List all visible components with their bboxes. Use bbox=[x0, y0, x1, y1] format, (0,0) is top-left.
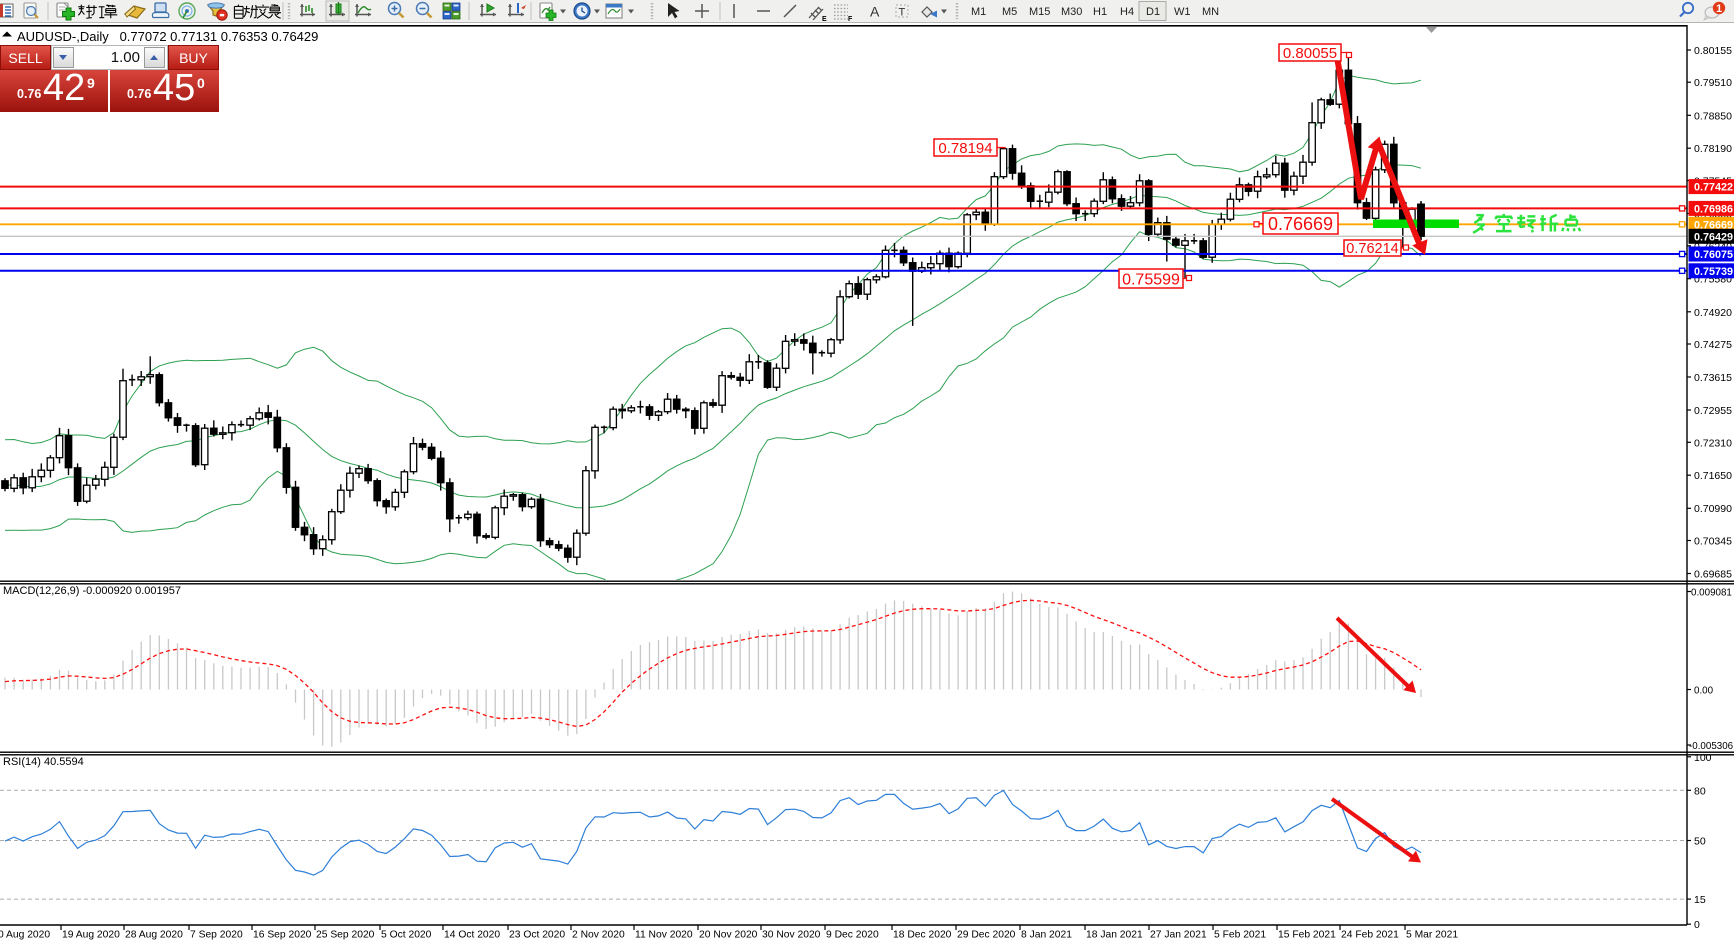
svg-text:20 Nov 2020: 20 Nov 2020 bbox=[699, 930, 758, 941]
svg-text:0.74275: 0.74275 bbox=[1694, 339, 1732, 351]
svg-text:15 Feb 2021: 15 Feb 2021 bbox=[1278, 930, 1336, 941]
svg-text:5 Feb 2021: 5 Feb 2021 bbox=[1214, 930, 1266, 941]
svg-text:MACD(12,26,9) -0.000920 0.0019: MACD(12,26,9) -0.000920 0.001957 bbox=[3, 585, 181, 597]
svg-text:11 Nov 2020: 11 Nov 2020 bbox=[635, 930, 693, 941]
svg-text:M5: M5 bbox=[1002, 6, 1017, 18]
svg-text:80: 80 bbox=[1694, 785, 1706, 797]
svg-text:0.009081: 0.009081 bbox=[1691, 588, 1732, 599]
svg-text:0.72310: 0.72310 bbox=[1694, 437, 1732, 449]
svg-text:50: 50 bbox=[1694, 836, 1706, 848]
svg-text:0.77422: 0.77422 bbox=[1694, 182, 1733, 194]
svg-text:0.75599: 0.75599 bbox=[1122, 271, 1180, 288]
svg-text:0.76075: 0.76075 bbox=[1694, 249, 1733, 261]
svg-text:0.70990: 0.70990 bbox=[1694, 503, 1732, 515]
svg-text:E: E bbox=[822, 16, 827, 23]
svg-text:H4: H4 bbox=[1120, 6, 1134, 18]
svg-text:0.80155: 0.80155 bbox=[1694, 45, 1732, 57]
svg-text:0.70345: 0.70345 bbox=[1694, 536, 1732, 548]
svg-text:28 Aug 2020: 28 Aug 2020 bbox=[125, 930, 183, 941]
svg-text:0.00: 0.00 bbox=[1694, 686, 1714, 697]
svg-text:0.73615: 0.73615 bbox=[1694, 372, 1732, 384]
svg-text:24 Feb 2021: 24 Feb 2021 bbox=[1341, 930, 1399, 941]
svg-text:1: 1 bbox=[1716, 3, 1722, 15]
svg-text:M30: M30 bbox=[1061, 6, 1082, 18]
svg-text:30 Nov 2020: 30 Nov 2020 bbox=[762, 930, 821, 941]
svg-text:25 Sep 2020: 25 Sep 2020 bbox=[316, 930, 375, 941]
svg-text:0.78190: 0.78190 bbox=[1694, 143, 1732, 155]
svg-text:0.78194: 0.78194 bbox=[938, 140, 992, 157]
svg-text:T: T bbox=[899, 7, 906, 19]
svg-text:15: 15 bbox=[1694, 894, 1706, 906]
svg-text:AUDUSD-,Daily 0.77072 0.7713: AUDUSD-,Daily 0.77072 0.77131 0.76353 0.… bbox=[17, 29, 318, 44]
svg-text:M1: M1 bbox=[971, 6, 986, 18]
svg-text:0.78850: 0.78850 bbox=[1694, 110, 1732, 122]
svg-text:7 Sep 2020: 7 Sep 2020 bbox=[190, 930, 243, 941]
svg-text:2 Nov 2020: 2 Nov 2020 bbox=[572, 930, 625, 941]
svg-text:A: A bbox=[870, 4, 880, 20]
svg-text:0 Aug 2020: 0 Aug 2020 bbox=[0, 930, 50, 941]
svg-text:27 Jan 2021: 27 Jan 2021 bbox=[1150, 930, 1207, 941]
svg-text:18 Jan 2021: 18 Jan 2021 bbox=[1086, 930, 1143, 941]
svg-text:0.69685: 0.69685 bbox=[1694, 569, 1732, 581]
svg-text:W1: W1 bbox=[1174, 6, 1191, 18]
svg-text:29 Dec 2020: 29 Dec 2020 bbox=[957, 930, 1016, 941]
svg-text:8 Jan 2021: 8 Jan 2021 bbox=[1021, 930, 1072, 941]
svg-text:0.79510: 0.79510 bbox=[1694, 77, 1732, 89]
svg-text:F: F bbox=[848, 16, 853, 23]
svg-text:0.74920: 0.74920 bbox=[1694, 307, 1732, 319]
svg-text:RSI(14) 40.5594: RSI(14) 40.5594 bbox=[3, 756, 84, 768]
svg-text:16 Sep 2020: 16 Sep 2020 bbox=[253, 930, 312, 941]
svg-text:5 Mar 2021: 5 Mar 2021 bbox=[1406, 930, 1458, 941]
svg-text:19 Aug 2020: 19 Aug 2020 bbox=[62, 930, 120, 941]
svg-text:-0.005306: -0.005306 bbox=[1689, 741, 1734, 752]
svg-text:0.71650: 0.71650 bbox=[1694, 470, 1732, 482]
svg-text:9 Dec 2020: 9 Dec 2020 bbox=[826, 930, 879, 941]
svg-text:0.76986: 0.76986 bbox=[1694, 203, 1733, 215]
svg-text:0.76669: 0.76669 bbox=[1694, 219, 1733, 231]
svg-text:H1: H1 bbox=[1093, 6, 1107, 18]
svg-text:M15: M15 bbox=[1029, 6, 1050, 18]
svg-text:0.72955: 0.72955 bbox=[1694, 405, 1732, 417]
svg-text:18 Dec 2020: 18 Dec 2020 bbox=[893, 930, 952, 941]
svg-text:MN: MN bbox=[1202, 6, 1219, 18]
svg-text:D1: D1 bbox=[1146, 6, 1160, 18]
svg-text:5 Oct 2020: 5 Oct 2020 bbox=[381, 930, 432, 941]
svg-text:0.76669: 0.76669 bbox=[1268, 214, 1333, 234]
svg-text:0: 0 bbox=[1694, 919, 1700, 931]
svg-text:23 Oct 2020: 23 Oct 2020 bbox=[509, 930, 565, 941]
svg-text:100: 100 bbox=[1694, 752, 1712, 764]
svg-text:0.80055: 0.80055 bbox=[1283, 45, 1337, 62]
svg-text:0.76214: 0.76214 bbox=[1346, 241, 1398, 257]
svg-text:14 Oct 2020: 14 Oct 2020 bbox=[444, 930, 500, 941]
svg-text:0.75739: 0.75739 bbox=[1694, 266, 1733, 278]
svg-text:0.76429: 0.76429 bbox=[1694, 231, 1733, 243]
